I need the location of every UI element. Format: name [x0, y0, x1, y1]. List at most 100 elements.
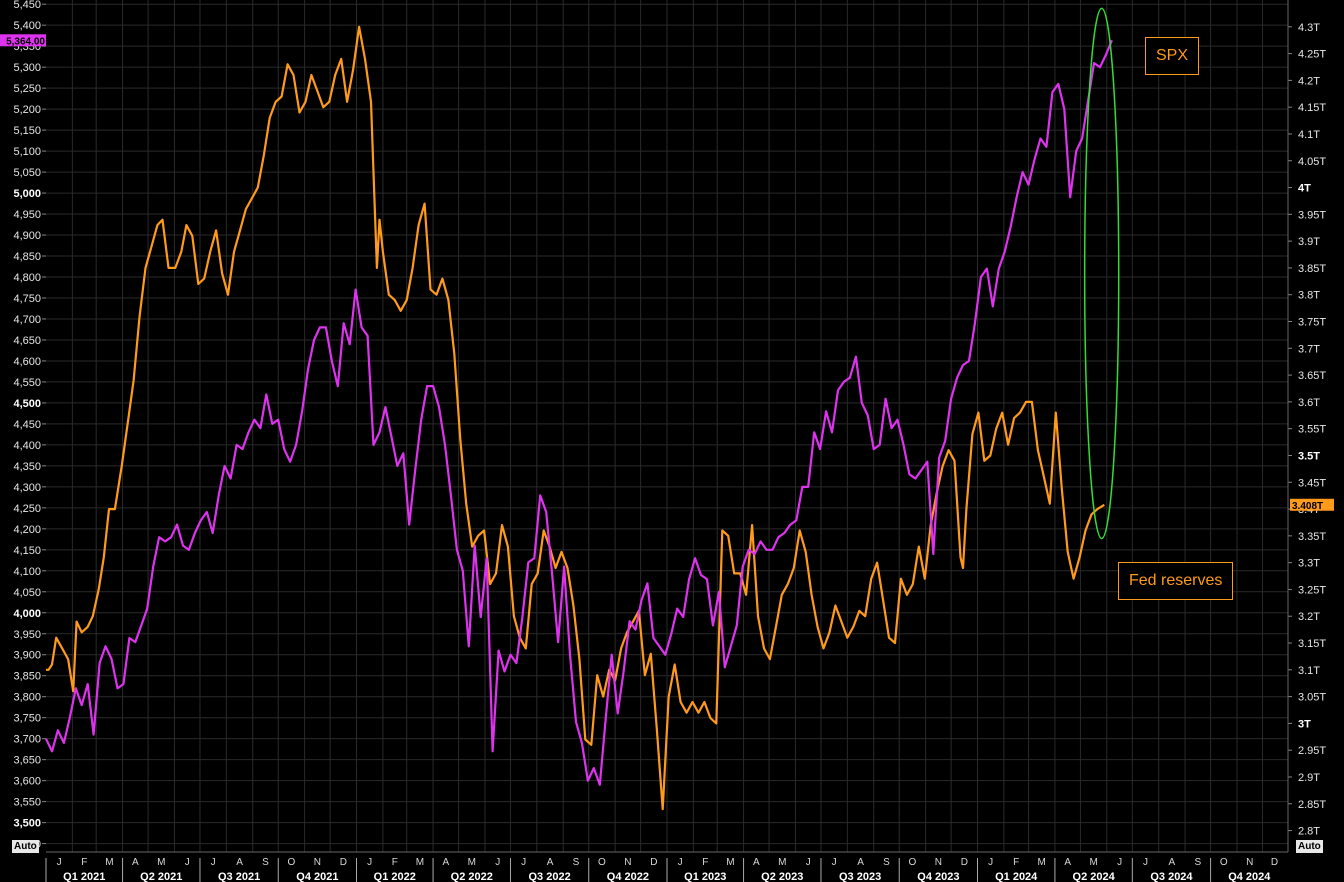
right-tick-label: 3T	[1298, 718, 1311, 730]
series-line-fed-reserves	[46, 25, 1105, 811]
left-tick-label: 5,000	[13, 188, 41, 200]
right-tick-label: 3.75T	[1298, 317, 1326, 329]
left-tick-label: 3,500	[13, 818, 41, 830]
month-label: M	[726, 857, 734, 868]
right-tick-label: 4.05T	[1298, 156, 1326, 168]
month-label: A	[442, 857, 449, 868]
auto-scale-button-left[interactable]: Auto	[12, 840, 39, 853]
right-tick-label: 4T	[1298, 183, 1311, 195]
quarter-label: Q1 2024	[995, 871, 1038, 882]
month-label: M	[1038, 857, 1046, 868]
right-tick-label: 4.25T	[1298, 49, 1326, 61]
spx-last-value-label: 5,364.00	[6, 36, 45, 47]
spx-last-value-badge	[0, 34, 46, 47]
left-tick-label: 5,300	[13, 62, 41, 74]
right-tick-label: 2.85T	[1298, 799, 1326, 811]
quarter-label: Q3 2023	[839, 871, 881, 882]
right-tick-label: 4.2T	[1298, 75, 1320, 87]
reserves-last-value-badge	[1290, 498, 1334, 511]
right-tick-label: 3.7T	[1298, 343, 1320, 355]
left-tick-label: 4,500	[13, 398, 41, 410]
annotation-spx: SPX	[1145, 37, 1200, 75]
left-tick-label: 4,950	[13, 209, 41, 221]
month-label: A	[547, 857, 554, 868]
month-label: D	[650, 857, 657, 868]
right-tick-label: 3.3T	[1298, 558, 1320, 570]
month-label: J	[988, 857, 993, 868]
left-tick-label: 4,700	[13, 314, 41, 326]
left-tick-label: 4,100	[13, 566, 41, 578]
right-tick-label: 3.45T	[1298, 477, 1326, 489]
month-label: A	[1169, 857, 1176, 868]
month-label: J	[57, 857, 62, 868]
quarter-label: Q2 2024	[1073, 871, 1116, 882]
quarter-label: Q4 2023	[917, 871, 959, 882]
month-label: A	[132, 857, 139, 868]
left-tick-label: 5,450	[13, 0, 41, 11]
left-tick-label: 4,150	[13, 545, 41, 557]
right-tick-label: 3.2T	[1298, 611, 1320, 623]
month-label: F	[702, 857, 708, 868]
month-label: M	[105, 857, 113, 868]
left-tick-label: 3,850	[13, 671, 41, 683]
left-tick-label: 3,800	[13, 692, 41, 704]
left-tick-label: 4,300	[13, 482, 41, 494]
month-label: F	[392, 857, 398, 868]
month-label: A	[236, 857, 243, 868]
right-tick-label: 3.95T	[1298, 209, 1326, 221]
month-label: D	[340, 857, 347, 868]
quarter-label: Q2 2021	[140, 871, 182, 882]
left-tick-label: 4,550	[13, 377, 41, 389]
right-tick-label: 4.1T	[1298, 129, 1320, 141]
month-label: S	[573, 857, 580, 868]
right-tick-label: 4.3T	[1298, 22, 1320, 34]
reserves-last-value-label: 3.408T	[1292, 501, 1323, 512]
left-tick-label: 5,200	[13, 104, 41, 116]
quarter-label: Q4 2022	[607, 871, 649, 882]
right-tick-label: 3.1T	[1298, 665, 1320, 677]
month-label: J	[495, 857, 500, 868]
left-tick-label: 4,350	[13, 461, 41, 473]
month-label: J	[806, 857, 811, 868]
month-label: J	[367, 857, 372, 868]
left-tick-label: 3,550	[13, 797, 41, 809]
auto-scale-button-right[interactable]: Auto	[1296, 840, 1323, 853]
series-line-spx	[45, 39, 1113, 786]
left-tick-label: 4,750	[13, 293, 41, 305]
right-tick-label: 3.6T	[1298, 397, 1320, 409]
quarter-label: Q3 2021	[218, 871, 260, 882]
left-tick-label: 4,050	[13, 587, 41, 599]
month-label: J	[211, 857, 216, 868]
month-label: D	[961, 857, 968, 868]
month-label: N	[314, 857, 321, 868]
month-label: S	[883, 857, 890, 868]
month-label: M	[157, 857, 165, 868]
right-tick-label: 2.95T	[1298, 745, 1326, 757]
month-label: M	[416, 857, 424, 868]
left-tick-label: 5,050	[13, 167, 41, 179]
month-label: N	[624, 857, 631, 868]
quarter-label: Q1 2021	[63, 871, 105, 882]
right-tick-label: 3.35T	[1298, 531, 1326, 543]
month-label: J	[832, 857, 837, 868]
left-tick-label: 3,600	[13, 776, 41, 788]
quarter-label: Q3 2024	[1150, 871, 1193, 882]
right-tick-label: 3.25T	[1298, 584, 1326, 596]
month-label: J	[521, 857, 526, 868]
right-tick-label: 3.5T	[1298, 450, 1320, 462]
right-tick-label: 3.65T	[1298, 370, 1326, 382]
month-label: A	[857, 857, 864, 868]
right-tick-label: 3.15T	[1298, 638, 1326, 650]
month-label: O	[598, 857, 606, 868]
left-tick-label: 5,250	[13, 83, 41, 95]
overlay-group: 5,364.00 3.408T	[0, 7, 1334, 540]
quarter-label: Q4 2021	[296, 871, 338, 882]
grid	[46, 0, 1288, 852]
left-tick-label: 4,800	[13, 272, 41, 284]
month-label: N	[935, 857, 942, 868]
month-label: M	[1089, 857, 1097, 868]
month-label: O	[288, 857, 296, 868]
month-label: O	[1220, 857, 1228, 868]
quarter-label: Q4 2024	[1228, 871, 1271, 882]
